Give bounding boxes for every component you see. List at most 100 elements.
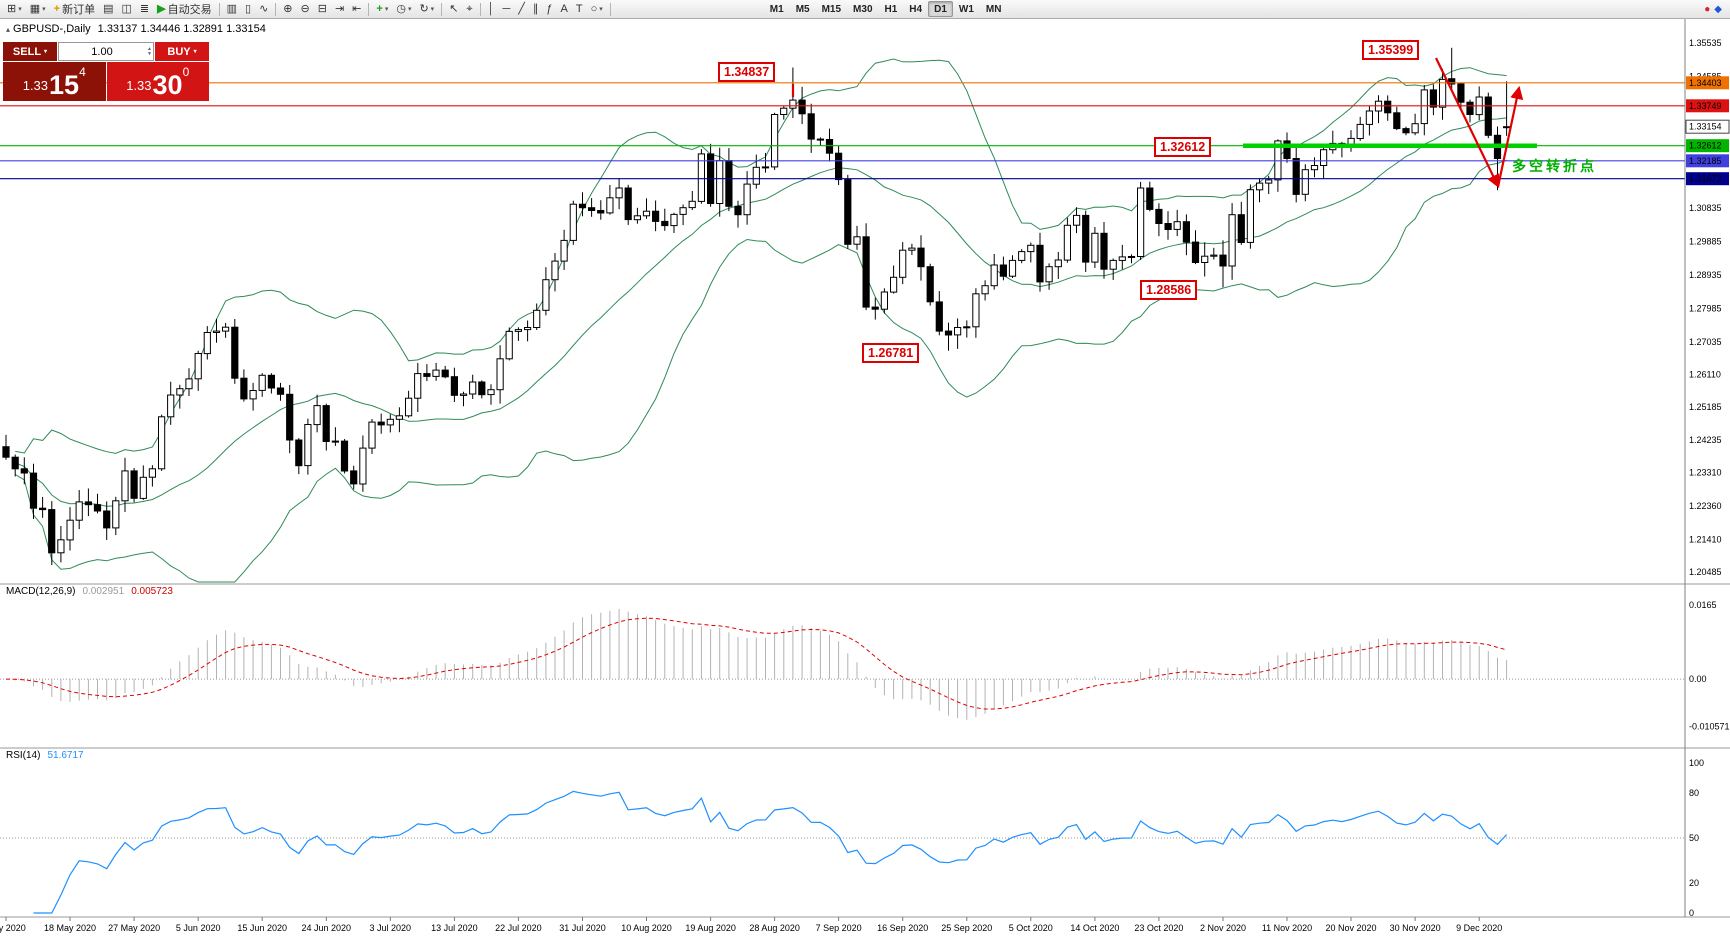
candlestick-chart-button[interactable]: ▯ [241, 1, 255, 17]
new-chart-button[interactable]: ⊞ ▾ [3, 1, 26, 17]
svg-text:11 Nov 2020: 11 Nov 2020 [1262, 923, 1312, 933]
buy-price-display[interactable]: 1.33 30 0 [106, 62, 209, 101]
chevron-down-icon: ▾ [384, 6, 389, 13]
timeframe-button-mn[interactable]: MN [980, 1, 1008, 17]
timeframe-toolbar: M1 M5 M15 M30 H1 H4 D1 W1 MN [764, 1, 1008, 17]
buy-button[interactable]: BUY ▾ [155, 42, 209, 61]
indicators-button[interactable]: + ▾ [372, 1, 392, 17]
toolbar-right-icons: ● ◆ [1704, 4, 1727, 15]
volume-increase-button[interactable]: ▲ [147, 45, 152, 52]
sell-button-label: SELL [12, 45, 42, 58]
horizontal-level-lines [0, 82, 1685, 180]
connection-icon[interactable]: ◆ [1714, 3, 1722, 15]
timeframe-button-m5[interactable]: M5 [790, 1, 816, 17]
crosshair-button[interactable]: ⌖ [462, 1, 476, 17]
fibonacci-button[interactable]: ƒ [542, 1, 556, 17]
svg-text:3 Jul 2020: 3 Jul 2020 [370, 923, 412, 933]
market-watch-button[interactable]: ▤ [99, 1, 117, 17]
svg-text:1.26110: 1.26110 [1689, 369, 1721, 379]
timeframe-button-m1[interactable]: M1 [764, 1, 790, 17]
price-scale[interactable]: 1.355351.345851.308351.298851.289351.279… [1685, 38, 1730, 577]
crosshair-icon: ⌖ [466, 2, 473, 15]
svg-text:10 Aug 2020: 10 Aug 2020 [621, 923, 672, 933]
svg-text:1.32185: 1.32185 [1689, 156, 1722, 166]
vertical-line-button[interactable]: │ [484, 1, 499, 17]
macd-histogram [14, 609, 1508, 720]
chevron-down-icon: ▾ [193, 49, 197, 55]
chevron-down-icon: ▾ [42, 6, 46, 13]
price-annotation-box[interactable]: 1.34837 [718, 62, 776, 82]
text-button[interactable]: A [557, 1, 572, 17]
timeframe-button-h1[interactable]: H1 [879, 1, 904, 17]
svg-text:0: 0 [1689, 908, 1694, 918]
autotrading-button[interactable]: ▶ 自动交易 [153, 1, 215, 17]
chart-symbol-period: GBPUSD-,Daily [13, 23, 91, 35]
periods-button[interactable]: ◷ ▾ [392, 1, 415, 17]
svg-text:9 Dec 2020: 9 Dec 2020 [1456, 923, 1502, 933]
data-window-button[interactable]: ◫ [118, 1, 136, 17]
trendline-button[interactable]: ╱ [514, 1, 529, 17]
date-axis[interactable]: May 2020 18 May 2020 27 May 2020 5 Jun 2020… [0, 917, 1502, 933]
buy-price-point: 0 [182, 65, 190, 79]
sell-price-display[interactable]: 1.33 15 4 [3, 62, 106, 101]
svg-text:20 Nov 2020: 20 Nov 2020 [1325, 923, 1376, 933]
volume-decrease-button[interactable]: ▼ [147, 50, 152, 57]
svg-text:15 Jun 2020: 15 Jun 2020 [237, 923, 287, 933]
timeframe-button-d1[interactable]: D1 [928, 1, 953, 17]
navigator-button[interactable]: ≣ [136, 1, 153, 17]
rsi-indicator-label: RSI(14) 51.6717 [6, 750, 84, 761]
svg-text:7 Sep 2020: 7 Sep 2020 [816, 923, 862, 933]
macd-signal-value: 0.005723 [131, 586, 173, 597]
profiles-button[interactable]: ▦ ▾ [26, 1, 50, 17]
zoom-in-button[interactable]: ⊕ [279, 1, 296, 17]
trade-prices-row: 1.33 15 4 1.33 30 0 [3, 62, 209, 101]
timeframe-button-w1[interactable]: W1 [953, 1, 980, 17]
alert-icon[interactable]: ● [1704, 3, 1711, 15]
price-annotation-box[interactable]: 1.35399 [1362, 40, 1420, 60]
svg-text:5 Jun 2020: 5 Jun 2020 [176, 923, 221, 933]
templates-button[interactable]: ↻ ▾ [415, 1, 438, 17]
support-zone-line [1243, 143, 1537, 148]
timeframe-button-h4[interactable]: H4 [903, 1, 928, 17]
auto-scroll-button[interactable]: ⇥ [331, 1, 348, 17]
chevron-down-icon: ▾ [44, 49, 48, 55]
timeframe-button-m30[interactable]: M30 [847, 1, 878, 17]
price-annotation-box[interactable]: 1.28586 [1140, 280, 1198, 300]
tile-windows-button[interactable]: ⊟ [314, 1, 331, 17]
new-order-button[interactable]: + 新订单 [50, 1, 99, 17]
cursor-button[interactable]: ↖ [445, 1, 462, 17]
channel-icon: ∥ [532, 2, 539, 15]
horizontal-line-icon: ─ [502, 2, 511, 15]
new-order-icon: + [53, 2, 61, 15]
indicators-icon: + [376, 2, 383, 15]
horizontal-line-button[interactable]: ─ [498, 1, 514, 17]
price-annotation-box[interactable]: 1.26781 [862, 343, 920, 363]
toolbar-separator [441, 2, 443, 16]
label-button[interactable]: T [572, 1, 587, 17]
chart-ohlc-info: ▴ GBPUSD-,Daily 1.33137 1.34446 1.32891 1.… [6, 23, 266, 35]
sell-button[interactable]: SELL ▾ [3, 42, 57, 61]
svg-text:23 Oct 2020: 23 Oct 2020 [1134, 923, 1183, 933]
sell-price-point: 4 [79, 65, 86, 79]
line-chart-button[interactable]: ∿ [255, 1, 272, 17]
svg-text:0.0165: 0.0165 [1689, 600, 1717, 610]
shapes-button[interactable]: ○ ▾ [587, 1, 607, 17]
bar-chart-button[interactable]: ▥ [223, 1, 241, 17]
turning-point-note[interactable]: 多空转折点 [1512, 158, 1597, 174]
svg-text:5 Oct 2020: 5 Oct 2020 [1009, 923, 1053, 933]
svg-text:14 Oct 2020: 14 Oct 2020 [1070, 923, 1119, 933]
sell-price-prefix: 1.33 [22, 78, 49, 93]
chart-shift-button[interactable]: ⇤ [348, 1, 365, 17]
volume-input[interactable] [59, 43, 153, 60]
timeframe-button-m15[interactable]: M15 [816, 1, 847, 17]
svg-text:1.31673: 1.31673 [1689, 174, 1722, 184]
buy-price-prefix: 1.33 [126, 78, 152, 93]
svg-text:30 Nov 2020: 30 Nov 2020 [1390, 923, 1441, 933]
price-annotation-box[interactable]: 1.32612 [1154, 137, 1212, 157]
channel-button[interactable]: ∥ [529, 1, 543, 17]
new-chart-icon: ⊞ [7, 2, 17, 15]
zoom-out-button[interactable]: ⊖ [297, 1, 314, 17]
new-order-button-label: 新订单 [62, 4, 96, 16]
buy-button-label: BUY [167, 45, 191, 58]
